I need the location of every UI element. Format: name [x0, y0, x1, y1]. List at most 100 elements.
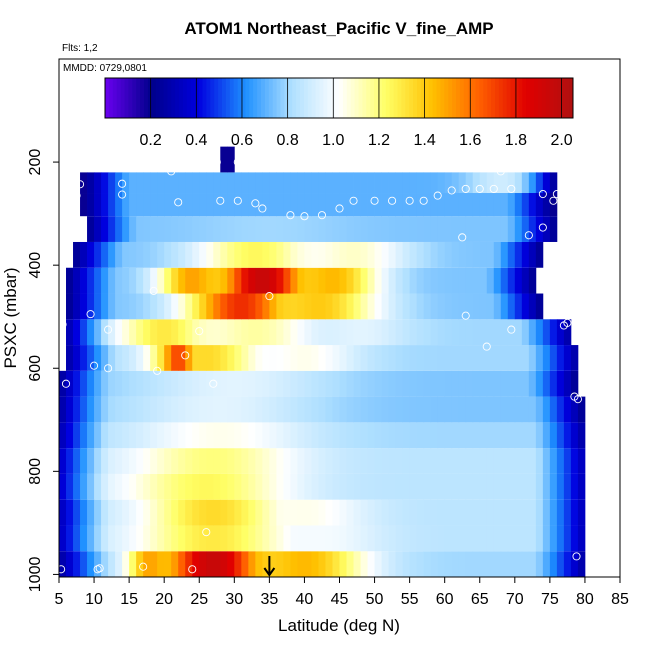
heatmap-cell	[332, 267, 340, 294]
colorbar-segment	[491, 78, 496, 118]
observation-point	[139, 562, 148, 571]
heatmap-cell	[80, 345, 88, 371]
heatmap-cell	[297, 293, 305, 320]
heatmap-cell	[430, 345, 439, 371]
chart-title: ATOM1 Northeast_Pacific V_fine_AMP	[184, 19, 493, 38]
heatmap-cell	[493, 396, 502, 423]
heatmap-cell	[311, 396, 319, 423]
heatmap-cell	[465, 396, 474, 423]
heatmap-cell	[318, 319, 326, 346]
heatmap-cell	[171, 499, 179, 526]
heatmap-cell	[234, 448, 242, 474]
heatmap-cell	[283, 551, 291, 577]
colorbar-segment	[272, 78, 277, 118]
heatmap-cell	[234, 396, 242, 423]
heatmap-cell	[451, 448, 460, 474]
heatmap-cell	[353, 370, 361, 397]
heatmap-cell	[360, 267, 368, 294]
heatmap-cell	[465, 241, 474, 268]
heatmap-cell	[451, 422, 460, 449]
heatmap-cell	[129, 345, 137, 371]
heatmap-cell	[283, 267, 291, 294]
heatmap-cell	[171, 525, 179, 552]
heatmap-cell	[241, 525, 249, 552]
heatmap-cell	[493, 193, 502, 217]
heatmap-cell	[101, 396, 109, 423]
heatmap-cell	[290, 267, 298, 294]
heatmap-cell	[381, 193, 389, 217]
x-tick-label: 50	[366, 591, 384, 608]
heatmap-cell	[129, 448, 137, 474]
heatmap-cell	[199, 499, 207, 526]
heatmap-cell	[129, 473, 137, 500]
heatmap-cell	[395, 370, 404, 397]
heatmap-cell	[248, 473, 256, 500]
colorbar-segment	[292, 78, 297, 118]
colorbar-segment	[475, 78, 480, 118]
heatmap-cell	[227, 551, 235, 577]
heatmap-cell	[486, 193, 495, 217]
y-tick-label: 800	[27, 458, 44, 485]
heatmap-cell	[101, 525, 109, 552]
heatmap-cell	[570, 370, 579, 397]
colorbar-segment	[569, 78, 574, 118]
heatmap-cell	[416, 396, 425, 423]
observation-point	[59, 320, 67, 329]
heatmap-cell	[388, 551, 396, 577]
heatmap-cell	[360, 448, 368, 474]
heatmap-cell	[318, 345, 326, 371]
colorbar-segment	[346, 78, 352, 118]
heatmap-cell	[255, 241, 263, 268]
heatmap-cell	[255, 319, 263, 346]
heatmap-cell	[108, 525, 116, 552]
colorbar-segment	[136, 78, 141, 118]
heatmap-cell	[164, 172, 172, 194]
heatmap-cell	[94, 473, 102, 500]
heatmap-cell	[535, 345, 544, 371]
heatmap-cell	[507, 473, 516, 500]
colorbar-segment	[186, 78, 192, 118]
heatmap-cell	[339, 448, 347, 474]
heatmap-cell	[115, 473, 123, 500]
heatmap-cell	[472, 319, 481, 346]
heatmap-cell	[367, 241, 375, 268]
heatmap-cell	[430, 293, 439, 320]
heatmap-cell	[416, 370, 425, 397]
observation-point	[212, 158, 221, 167]
heatmap-cell	[129, 319, 137, 346]
heatmap-cell	[311, 499, 319, 526]
heatmap-cell	[199, 396, 207, 423]
heatmap-cell	[143, 345, 151, 371]
heatmap-cell	[514, 448, 523, 474]
heatmap-cell	[255, 448, 263, 474]
heatmap-cell	[206, 473, 214, 500]
heatmap-cell	[80, 319, 88, 346]
heatmap-cell	[171, 267, 179, 294]
heatmap-cell	[157, 172, 165, 194]
heatmap-cell	[143, 525, 151, 552]
heatmap-cell	[262, 448, 270, 474]
heatmap-cell	[143, 370, 151, 397]
heatmap-cell	[507, 193, 516, 217]
heatmap-cell	[213, 396, 221, 423]
colorbar-segment	[483, 78, 488, 118]
colorbar-segment	[522, 78, 527, 118]
heatmap-cell	[234, 551, 242, 577]
colorbar-segment	[210, 78, 215, 118]
heatmap-cell	[479, 473, 488, 500]
heatmap-cell	[248, 267, 256, 294]
colorbar-segment	[108, 78, 114, 118]
colorbar-segment	[303, 78, 309, 118]
heatmap-cell	[444, 422, 453, 449]
heatmap-cell	[416, 193, 425, 217]
heatmap-cell	[563, 370, 572, 397]
heatmap-cell	[339, 396, 347, 423]
heatmap-cell	[388, 525, 396, 552]
heatmap-cell	[185, 172, 193, 194]
heatmap-cell	[500, 345, 509, 371]
heatmap-cell	[423, 172, 432, 194]
heatmap-cell	[136, 172, 144, 194]
heatmap-cell	[311, 422, 319, 449]
colorbar-segment	[436, 78, 441, 118]
heatmap-cell	[346, 370, 354, 397]
